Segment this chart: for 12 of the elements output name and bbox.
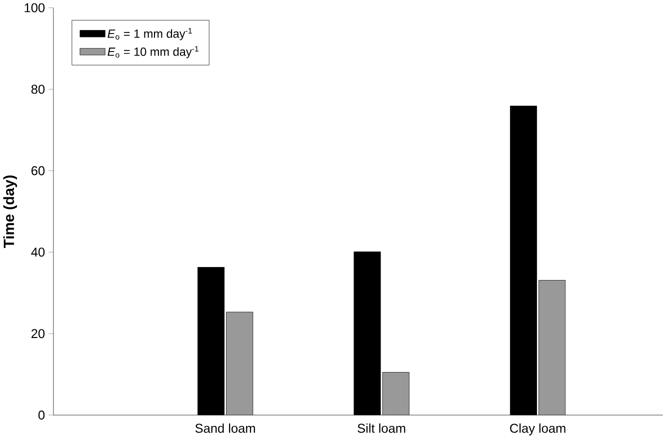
- x-tick-label: Clay loam: [510, 424, 566, 436]
- y-tick-label: 100: [24, 3, 45, 12]
- y-axis-title: Time (day): [3, 176, 18, 248]
- y-tick-label: 0: [38, 410, 45, 420]
- x-tick-label: Silt loam: [358, 424, 406, 434]
- legend-label: E$_{o}$ = 10 mm day$^{-1}$: [108, 46, 198, 58]
- y-tick-label: 20: [32, 329, 45, 338]
- legend-label: E$_{o}$ = 1 mm day$^{-1}$: [108, 28, 192, 40]
- y-tick-label: 80: [31, 84, 45, 94]
- x-tick-label: Sand loam: [195, 424, 255, 434]
- y-tick-label: 60: [32, 166, 45, 176]
- y-tick-label: 40: [31, 248, 45, 257]
